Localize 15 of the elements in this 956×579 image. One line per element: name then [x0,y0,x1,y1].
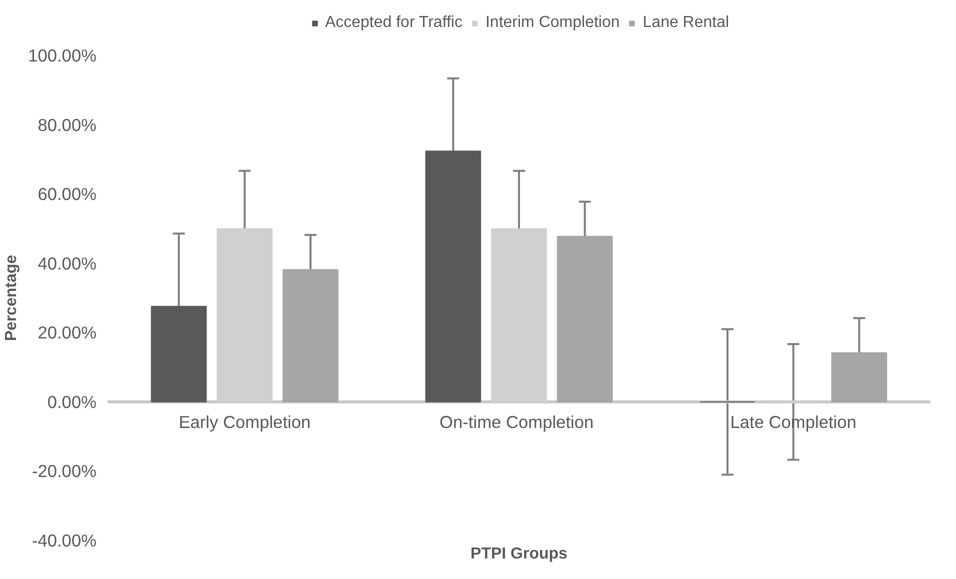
legend-label: Lane Rental [642,14,730,32]
y-tick-label: 60.00% [38,184,97,204]
x-axis-title: PTPI Groups [470,546,568,562]
y-tick-label: 100.00% [28,46,97,66]
y-tick-label: 20.00% [38,322,97,343]
y-tick-label: 0.00% [47,392,97,412]
y-tick-label: 40.00% [38,253,97,274]
legend-label: Interim Completion [485,14,620,32]
y-axis-title: Percentage [3,254,20,342]
y-tick-label: -40.00% [32,530,97,550]
legend-label: Accepted for Traffic [324,14,462,32]
x-tick-label: Early Completion [178,412,311,432]
x-tick-label: On-time Completion [440,412,594,432]
y-tick-label: -20.00% [32,461,97,482]
y-tick-label: 80.00% [38,114,97,135]
